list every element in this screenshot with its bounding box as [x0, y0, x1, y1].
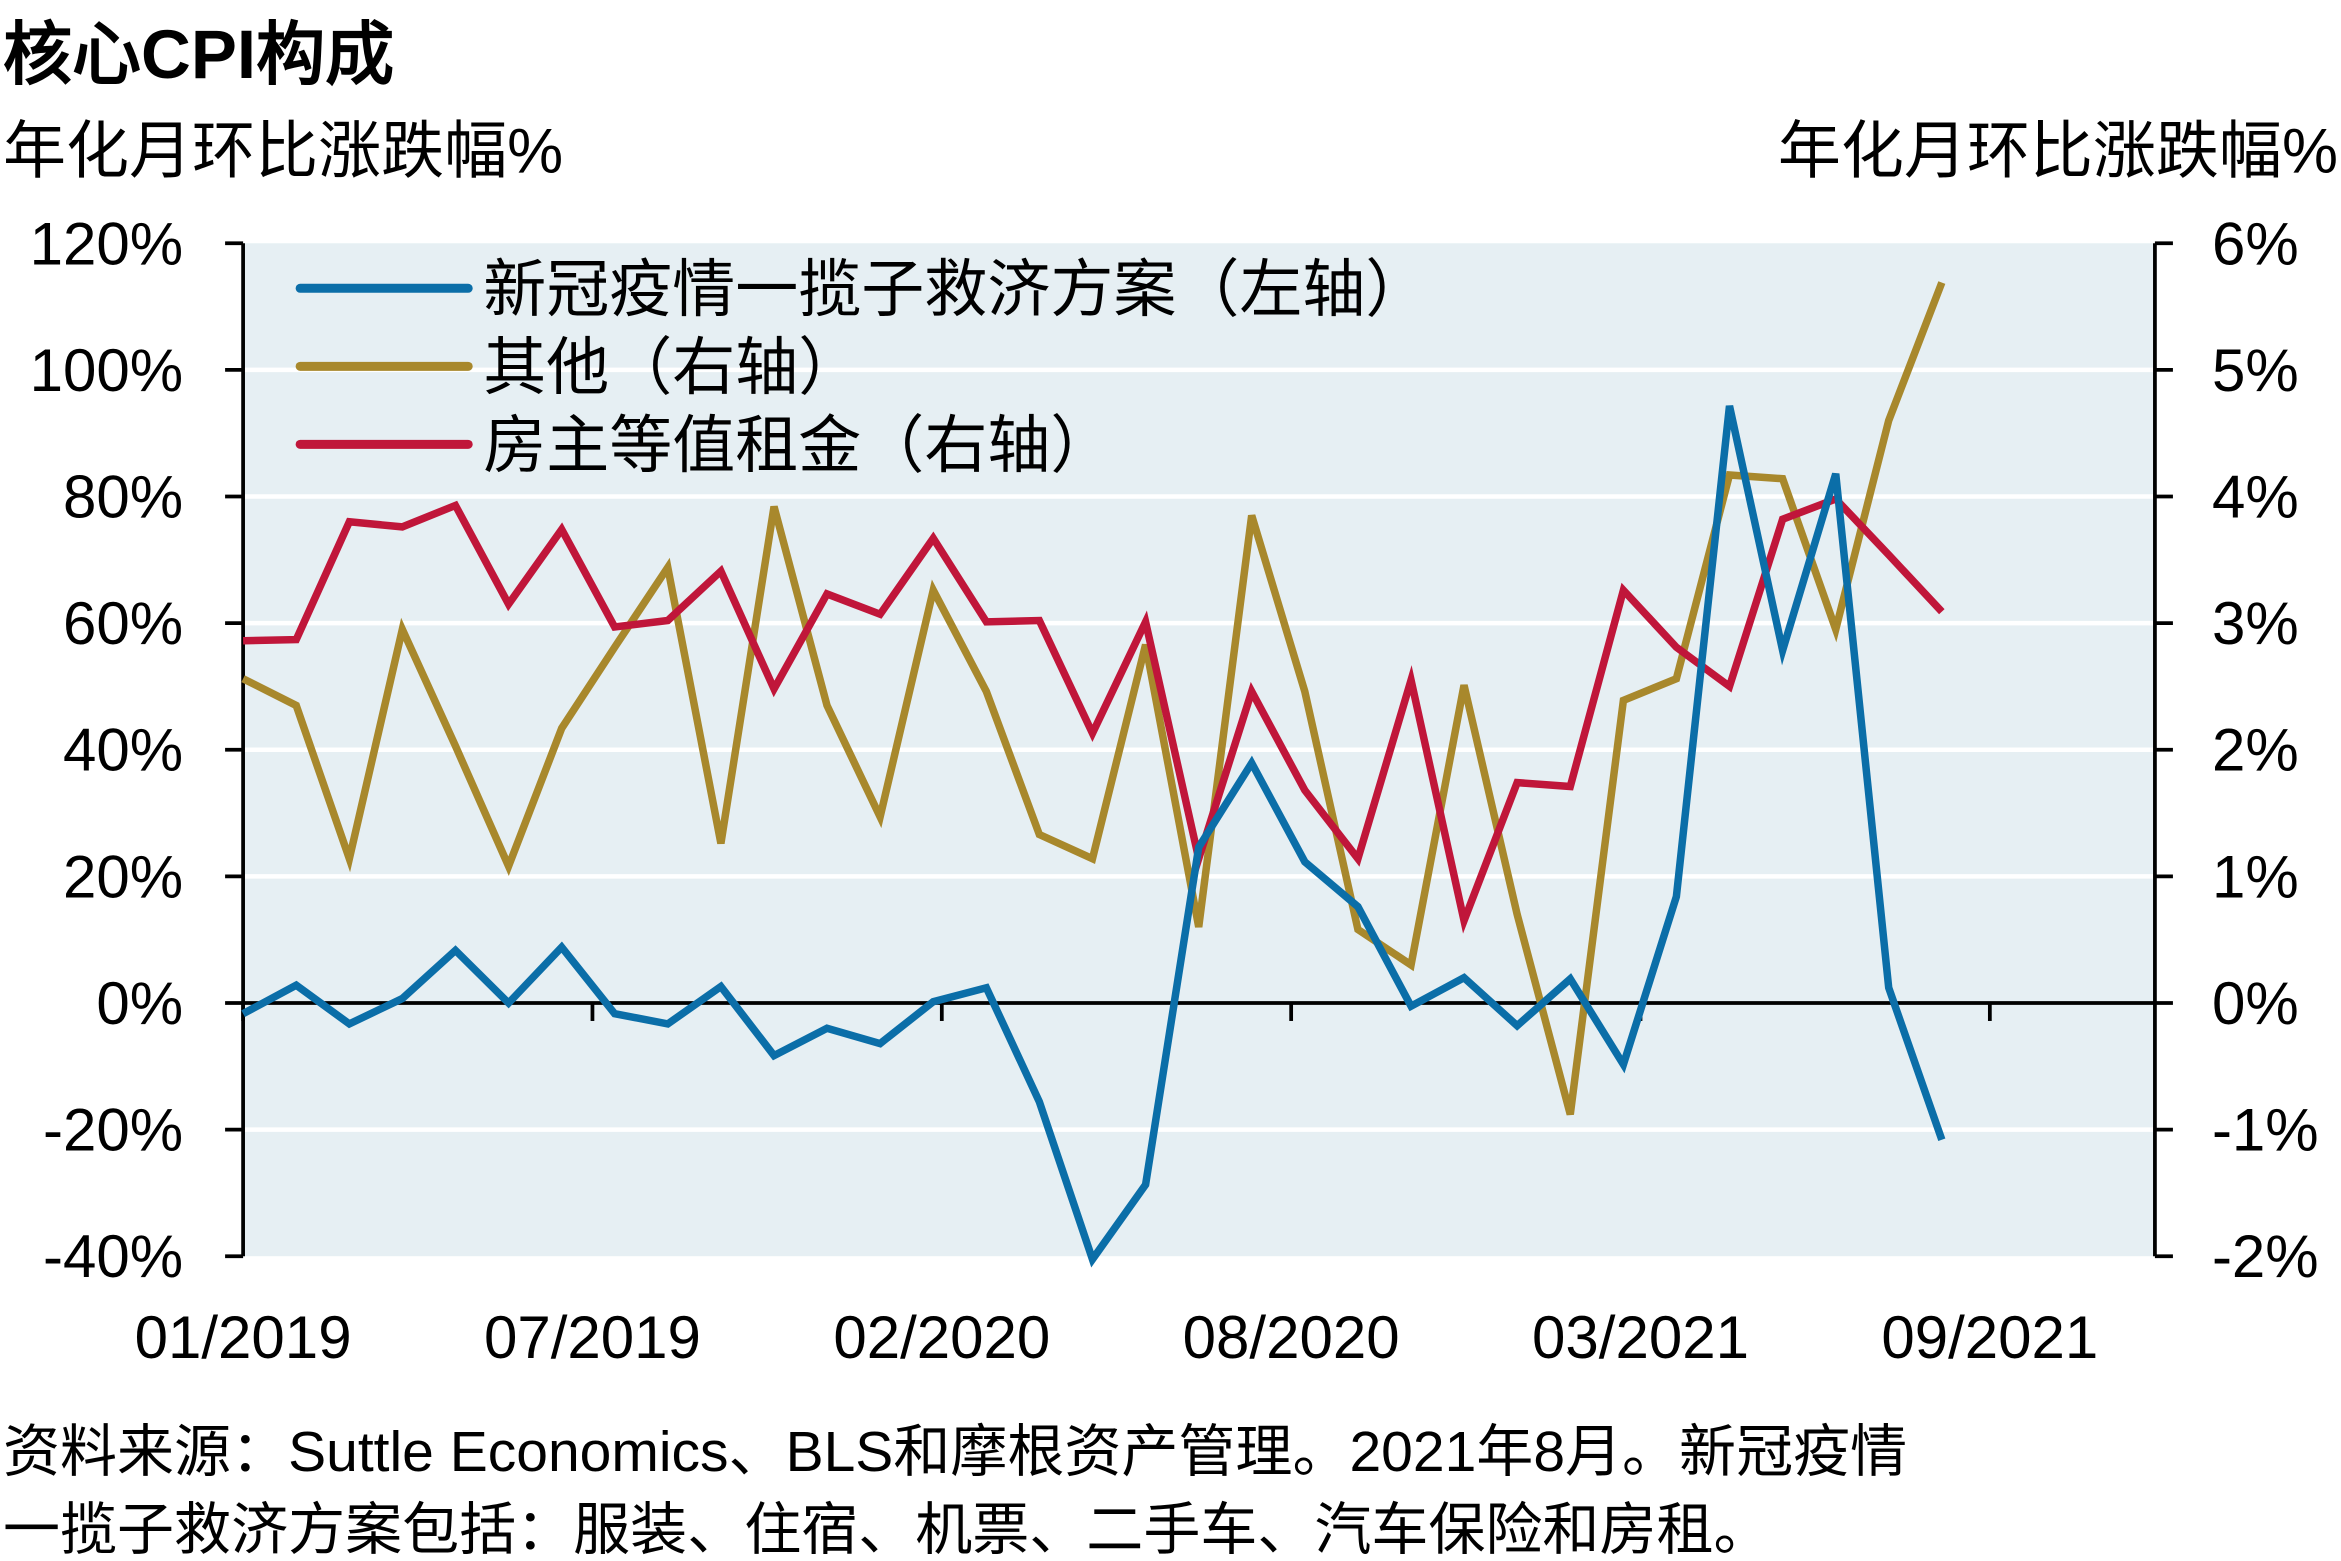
y-axis-right-label: 年化月环比涨跌幅%	[1778, 117, 2338, 187]
y-right-tick-label: 6%	[2212, 210, 2299, 277]
y-axis-left-label: 年化月环比涨跌幅%	[3, 117, 563, 187]
y-left-tick-label: 60%	[63, 590, 183, 657]
x-tick-label: 07/2019	[484, 1304, 701, 1371]
footnote-line-2: 一揽子救济方案包括：服装、住宿、机票、二手车、汽车保险和房租。	[3, 1498, 1770, 1561]
y-left-tick-label: 20%	[63, 843, 183, 910]
y-left-tick-label: 0%	[96, 970, 183, 1037]
x-tick-label: 09/2021	[1881, 1304, 2098, 1371]
x-tick-label: 01/2019	[135, 1304, 352, 1371]
footnote-line-1: 资料来源：Suttle Economics、BLS和摩根资产管理。2021年8月…	[3, 1420, 1907, 1484]
y-right-tick-label: 3%	[2212, 590, 2299, 657]
y-right-tick-label: 2%	[2212, 717, 2299, 784]
y-left-tick-label: 120%	[30, 210, 184, 277]
y-right-tick-label: 4%	[2212, 464, 2299, 531]
y-left-tick-label: 40%	[63, 717, 183, 784]
series-line-0	[241, 405, 1946, 1268]
legend-label: 其他（右轴）	[483, 333, 861, 403]
y-right-tick-label: -2%	[2212, 1223, 2319, 1290]
y-left-tick-label: 80%	[63, 464, 183, 531]
y-right-tick-label: 1%	[2212, 843, 2299, 910]
y-right-tick-label: 0%	[2212, 970, 2299, 1037]
x-tick-label: 08/2020	[1183, 1304, 1400, 1371]
legend-label: 房主等值租金（右轴）	[483, 411, 1113, 481]
x-tick-label: 02/2020	[833, 1304, 1050, 1371]
chart-title: 核心CPI构成	[3, 16, 394, 93]
legend-label: 新冠疫情一揽子救济方案（左轴）	[483, 255, 1428, 325]
series-line-1	[241, 281, 1946, 1116]
y-right-tick-label: 5%	[2212, 337, 2299, 404]
y-left-tick-label: 100%	[30, 337, 184, 404]
y-left-tick-label: -40%	[43, 1223, 183, 1290]
x-tick-label: 03/2021	[1532, 1304, 1749, 1371]
y-left-tick-label: -20%	[43, 1097, 183, 1164]
series-line-2	[243, 494, 1945, 934]
y-right-tick-label: -1%	[2212, 1097, 2319, 1164]
